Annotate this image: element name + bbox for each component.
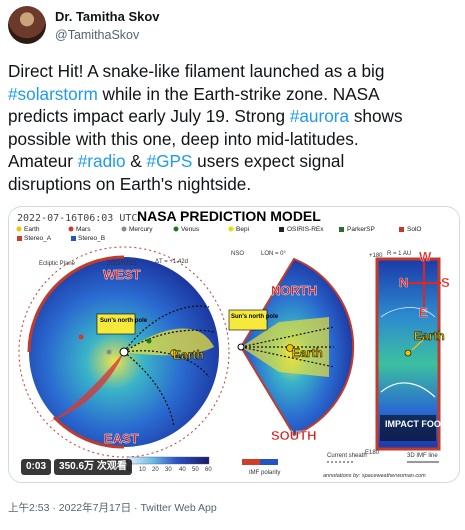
avatar[interactable] xyxy=(8,6,46,44)
svg-text:ParkerSP: ParkerSP xyxy=(347,226,375,233)
tweet-line: & xyxy=(125,151,147,171)
svg-text:E: E xyxy=(419,305,428,320)
tweet-line: while in the Earth-strike zone. NASA xyxy=(97,83,380,104)
tweet-line: disruptions on Earth's nightside. xyxy=(8,173,252,194)
svg-text:60: 60 xyxy=(205,467,212,473)
svg-text:40: 40 xyxy=(179,467,186,473)
panel2-label: NSO xyxy=(231,251,244,257)
tweet-line: Direct Hit! A snake-like filament launch… xyxy=(8,61,385,81)
hashtag-aurora[interactable]: #aurora xyxy=(289,106,350,126)
tweet-line: shows xyxy=(349,106,403,126)
impact-label: IMPACT FOOTPRINT xyxy=(385,419,459,429)
svg-text:Stereo_A: Stereo_A xyxy=(24,235,52,242)
planet-legend: Earth Mars Mercury Venus Bepi OSIRIS-REx… xyxy=(16,226,421,242)
video-overlay: 0:03 350.6万 次观看 xyxy=(21,459,132,475)
video-time: 0:03 xyxy=(21,459,52,475)
svg-text:Mars: Mars xyxy=(76,226,91,233)
impact-footprint-panel: +180 R = 1 AU E180 W N S E Earth IMPACT … xyxy=(365,249,459,456)
panel1-earth-label: Earth xyxy=(173,348,204,362)
panel1-dt: ΔT = +1.42d xyxy=(155,259,188,265)
panel2-lon: LON = 0° xyxy=(261,251,287,257)
video-player[interactable]: 2022-07-16T06:03 UTC NASA PREDICTION MOD… xyxy=(8,206,460,483)
earth-marker-icon xyxy=(170,349,178,357)
tweet-text: Direct Hit! A snake-like filament launch… xyxy=(8,60,460,195)
author-handle[interactable]: @TamithaSkov xyxy=(55,28,140,42)
imf-polarity-label: IMF polarity xyxy=(249,470,280,476)
svg-text:50: 50 xyxy=(192,467,199,473)
tweet-header: Dr. Tamitha Skov @TamithaSkov xyxy=(8,6,457,46)
compass-icon: W N S E xyxy=(399,249,450,320)
model-title: NASA PREDICTION MODEL xyxy=(137,208,321,224)
panel2-pole-label: Sun's north pole xyxy=(231,314,279,320)
panel3-axis-top: +180 xyxy=(369,253,383,259)
credit-label: annotations by: spaceweatherwoman.com xyxy=(323,473,426,479)
tweet-timestamp[interactable]: 上午2:53 · 2022年7月17日 · Twitter Web App xyxy=(8,502,217,514)
tweet-line: users expect signal xyxy=(192,151,345,171)
east-label: EAST xyxy=(104,431,139,446)
tweet-line: Amateur xyxy=(8,151,78,171)
svg-text:OSIRIS-REx: OSIRIS-REx xyxy=(287,226,324,233)
panel3-axis-bottom: E180 xyxy=(365,450,380,456)
model-timestamp: 2022-07-16T06:03 UTC xyxy=(17,213,137,224)
svg-text:Earth: Earth xyxy=(24,226,40,233)
tweet-line: predicts impact early July 19. Strong xyxy=(8,106,290,126)
panel3-range: R = 1 AU xyxy=(387,251,411,257)
svg-text:SolO: SolO xyxy=(407,226,421,233)
svg-text:N: N xyxy=(399,275,408,290)
meridional-plane-panel: NSO LON = 0° NORTH SOUTH Sun's north pol… xyxy=(228,251,355,443)
ecliptic-plane-panel: Ecliptic Plane 2022/07/21 ΔT = +1.42d WE… xyxy=(18,246,230,458)
hashtag-solarstorm[interactable]: #solarstorm xyxy=(8,83,98,104)
west-label: WEST xyxy=(103,267,141,282)
hashtag-gps[interactable]: #GPS xyxy=(146,151,193,171)
south-label: SOUTH xyxy=(271,428,317,443)
svg-text:S: S xyxy=(441,275,450,290)
plane-label: Ecliptic Plane xyxy=(39,261,76,267)
svg-text:Venus: Venus xyxy=(181,226,200,233)
svg-text:Stereo_B: Stereo_B xyxy=(78,235,105,242)
svg-text:Bepi: Bepi xyxy=(236,226,249,233)
imf-line-label: 3D IMF line xyxy=(407,453,438,459)
tweet-line: possible with this one, deep into mid-la… xyxy=(8,128,359,149)
panel1-pole-label: Sun's north pole xyxy=(100,318,148,324)
current-sheath-label: Current sheath xyxy=(327,453,367,459)
north-label: NORTH xyxy=(271,283,317,298)
svg-text:10: 10 xyxy=(139,467,146,473)
svg-text:30: 30 xyxy=(165,467,172,473)
svg-text:Mercury: Mercury xyxy=(129,226,153,233)
author-name[interactable]: Dr. Tamitha Skov xyxy=(55,9,160,24)
panel3-earth-label: Earth xyxy=(414,329,445,343)
svg-text:20: 20 xyxy=(152,467,159,473)
colorbar xyxy=(126,456,210,465)
panel1-date: 2022/07/21 xyxy=(107,261,138,267)
sun-icon xyxy=(119,347,129,357)
hashtag-radio[interactable]: #radio xyxy=(77,151,126,171)
svg-text:W: W xyxy=(419,249,432,264)
video-views: 350.6万 次观看 xyxy=(54,459,132,475)
prediction-model-image: 2022-07-16T06:03 UTC NASA PREDICTION MOD… xyxy=(9,207,459,482)
panel2-earth-label: Earth xyxy=(292,346,323,360)
